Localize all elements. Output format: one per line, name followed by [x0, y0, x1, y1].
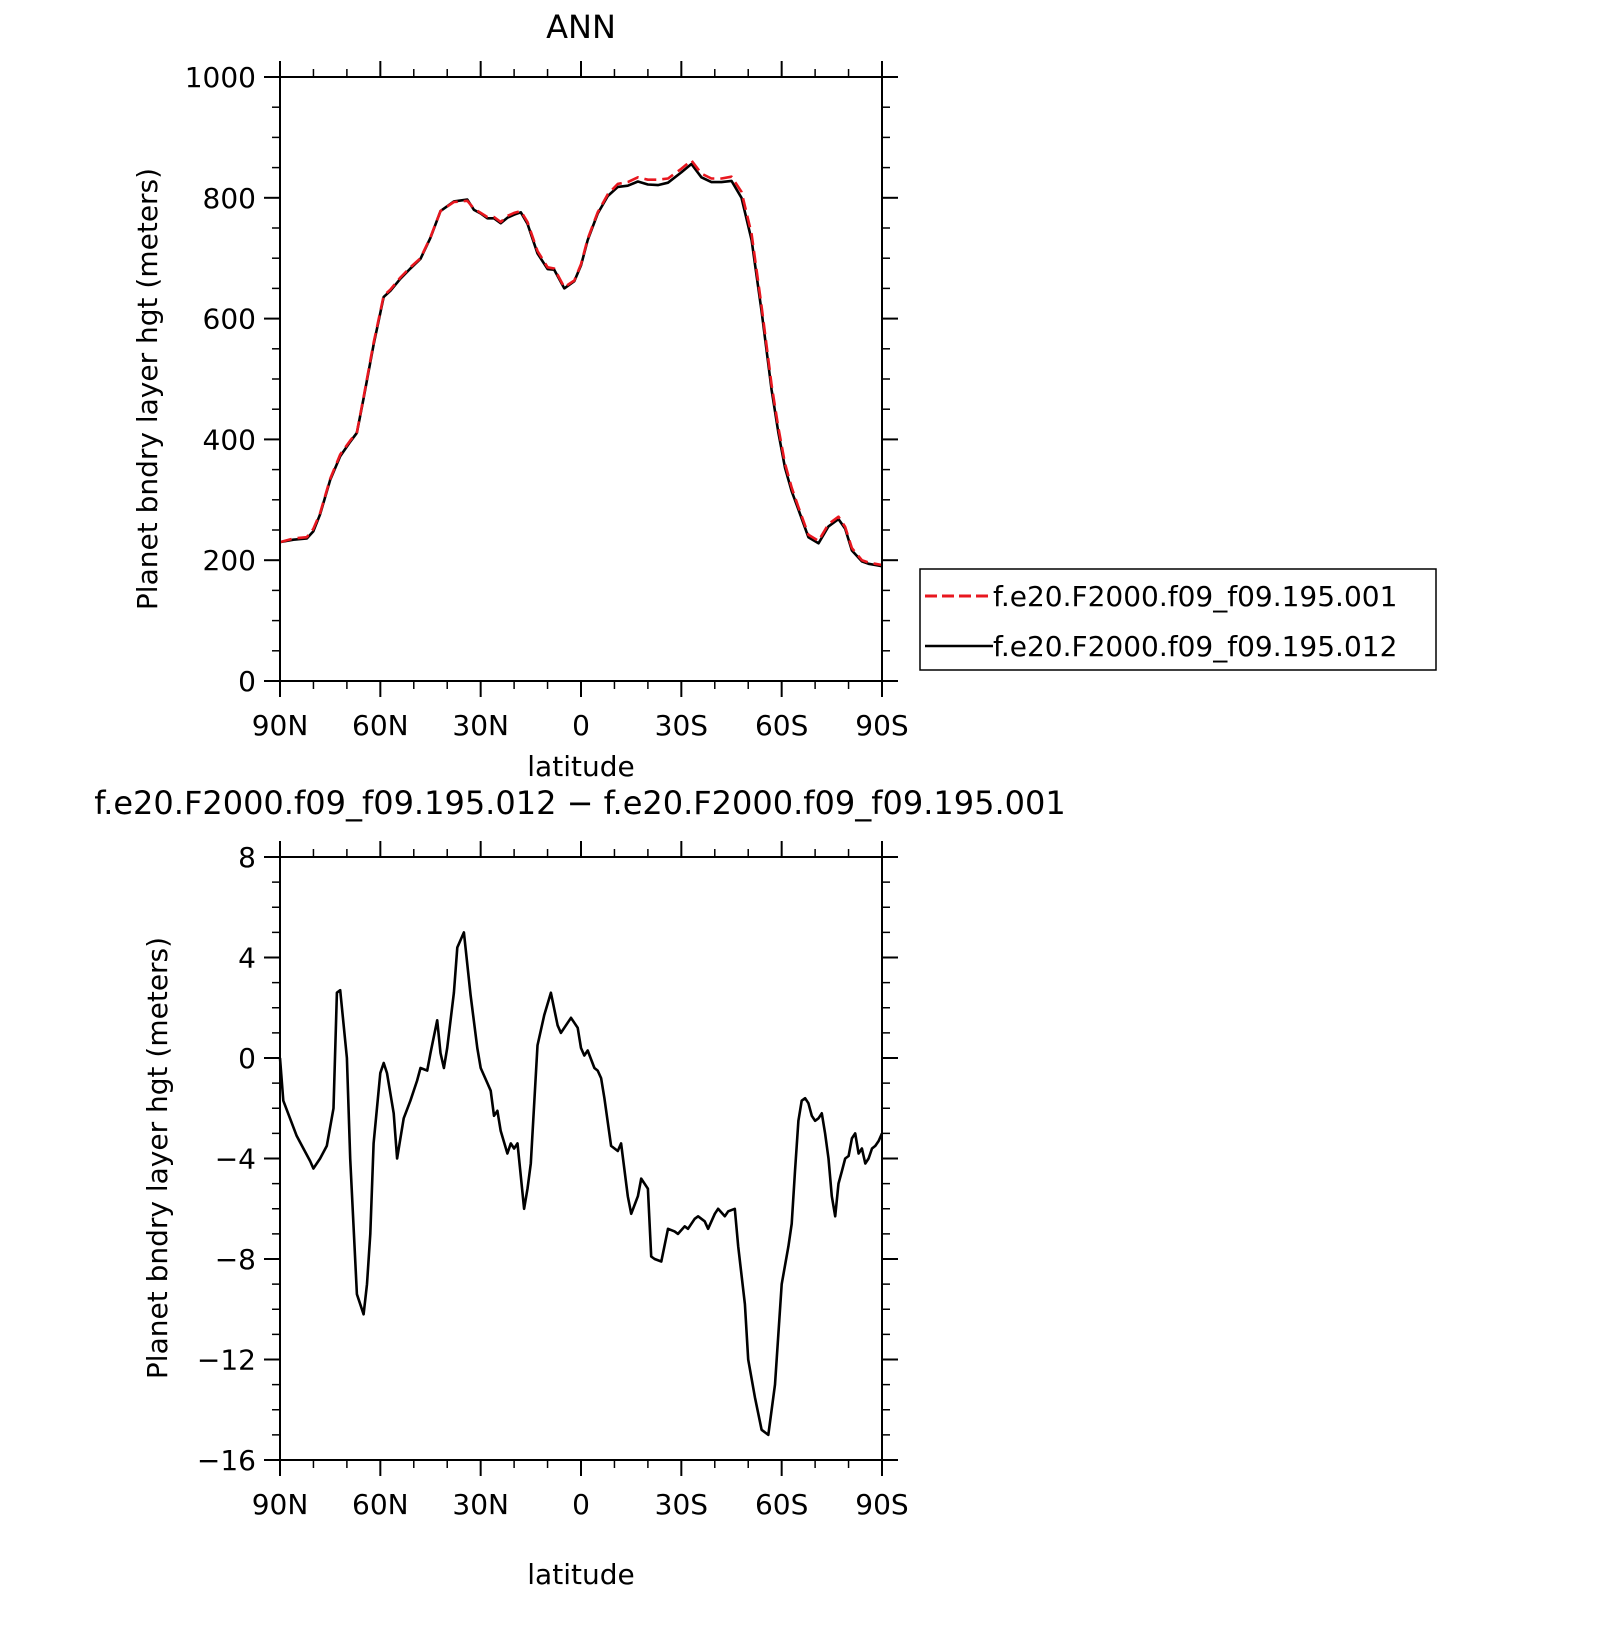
x-tick-label: 60S — [755, 1488, 808, 1521]
y-tick-label: 200 — [203, 544, 256, 577]
x-tick-label: 90S — [855, 709, 908, 742]
x-tick-label: 0 — [572, 709, 590, 742]
x-tick-label: 60N — [352, 1488, 409, 1521]
y-tick-label: 8 — [238, 841, 256, 874]
y-tick-label: 400 — [203, 423, 256, 456]
x-tick-label: 30S — [655, 1488, 708, 1521]
y-tick-label: −12 — [197, 1344, 256, 1377]
x-tick-label: 90N — [252, 709, 309, 742]
y-tick-label: 600 — [203, 303, 256, 336]
top-chart-y-tick-labels: 0 200 400 600 800 1000 — [185, 61, 256, 698]
legend-entry-001: f.e20.F2000.f09_f09.195.001 — [993, 580, 1397, 613]
x-tick-label: 90N — [252, 1488, 309, 1521]
y-tick-label: −4 — [215, 1143, 256, 1176]
top-chart-x-tick-labels: 90N 60N 30N 0 30S 60S 90S — [252, 709, 909, 742]
y-tick-label: 0 — [238, 665, 256, 698]
top-chart-frame — [279, 76, 883, 682]
bottom-chart-frame — [279, 856, 883, 1461]
series-line-2 — [279, 162, 883, 568]
top-chart-y-axis-label: Planet bndry layer hgt (meters) — [131, 168, 164, 610]
legend-box — [919, 568, 1437, 671]
x-tick-label: 30N — [452, 1488, 509, 1521]
x-tick-label: 0 — [572, 1488, 590, 1521]
series-line-1 — [279, 159, 883, 567]
y-tick-label: −8 — [215, 1243, 256, 1276]
bottom-chart-x-axis-label: latitude — [527, 1558, 634, 1591]
y-tick-label: 4 — [238, 942, 256, 975]
top-chart-title: ANN — [546, 8, 616, 46]
x-tick-label: 60N — [352, 709, 409, 742]
bottom-chart-y-axis-label: Planet bndry layer hgt (meters) — [141, 937, 174, 1379]
x-tick-label: 90S — [855, 1488, 908, 1521]
bottom-chart-ticks — [264, 841, 898, 1476]
bottom-chart-y-tick-labels: −16 −12 −8 −4 0 4 8 — [197, 841, 256, 1477]
y-tick-label: 1000 — [185, 61, 256, 94]
legend: f.e20.F2000.f09_f09.195.001 f.e20.F2000.… — [919, 568, 1437, 671]
series-line-1 — [278, 931, 884, 1437]
bottom-chart-x-tick-labels: 90N 60N 30N 0 30S 60S 90S — [252, 1488, 909, 1521]
y-tick-label: 800 — [203, 182, 256, 215]
y-tick-label: 0 — [238, 1042, 256, 1075]
bottom-chart-series — [278, 931, 884, 1437]
x-tick-label: 30N — [452, 709, 509, 742]
x-tick-label: 60S — [755, 709, 808, 742]
top-chart-x-axis-label: latitude — [527, 750, 634, 783]
bottom-chart: f.e20.F2000.f09_f09.195.012 − f.e20.F200… — [94, 784, 1066, 1591]
y-tick-label: −16 — [197, 1444, 256, 1477]
bottom-chart-title: f.e20.F2000.f09_f09.195.012 − f.e20.F200… — [94, 784, 1066, 822]
x-tick-label: 30S — [655, 709, 708, 742]
top-chart-series — [279, 159, 883, 568]
legend-entry-012: f.e20.F2000.f09_f09.195.012 — [993, 630, 1397, 663]
top-chart-ticks — [264, 61, 898, 697]
